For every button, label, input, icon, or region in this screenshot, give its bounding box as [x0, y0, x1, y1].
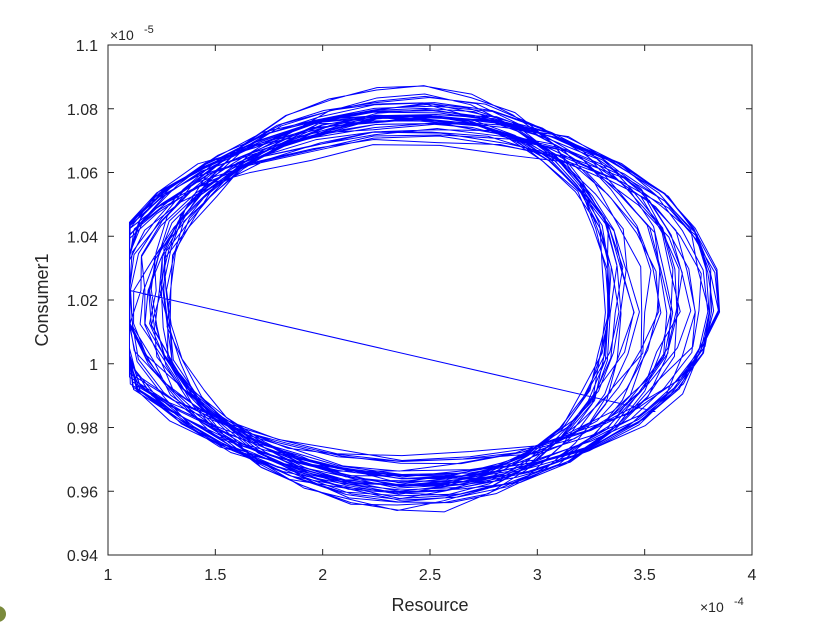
y-tick-label: 1.04: [67, 229, 98, 246]
x-tick-label: 2: [318, 567, 327, 584]
series-line: [128, 85, 721, 513]
axes: 1 1.5 2 2.5 3 3.5 4 0.94 0.96 0.98 1 1.02 1.04 1.06 1.…: [67, 38, 757, 584]
y-tick-label: 1.06: [67, 166, 98, 183]
y-exponent-label: ×10 -5: [110, 24, 154, 43]
y-tick-label: 1.1: [76, 38, 98, 55]
y-tick-label: 0.96: [67, 484, 98, 501]
x-tick-label: 2.5: [419, 567, 441, 584]
corner-decoration: [0, 606, 6, 622]
x-exponent-label: ×10 -4: [700, 596, 744, 615]
x-tick-label: 1: [104, 567, 113, 584]
plot-area: [128, 85, 721, 513]
y-tick-label: 1: [89, 357, 98, 374]
x-tick-label: 3: [533, 567, 542, 584]
y-exponent-base: ×10: [110, 27, 134, 43]
x-tick-label: 1.5: [204, 567, 226, 584]
y-tick-label: 0.94: [67, 548, 98, 565]
x-tick-label: 4: [748, 567, 757, 584]
y-axis-title: Consumer1: [32, 253, 52, 346]
x-exponent-power: -4: [734, 596, 744, 608]
y-tick-label: 1.02: [67, 293, 98, 310]
x-tick-label: 3.5: [634, 567, 656, 584]
y-exponent-power: -5: [144, 24, 154, 36]
x-axis-title: Resource: [391, 595, 468, 615]
y-tick-label: 0.98: [67, 421, 98, 438]
x-exponent-base: ×10: [700, 599, 724, 615]
y-tick-label: 1.08: [67, 102, 98, 119]
